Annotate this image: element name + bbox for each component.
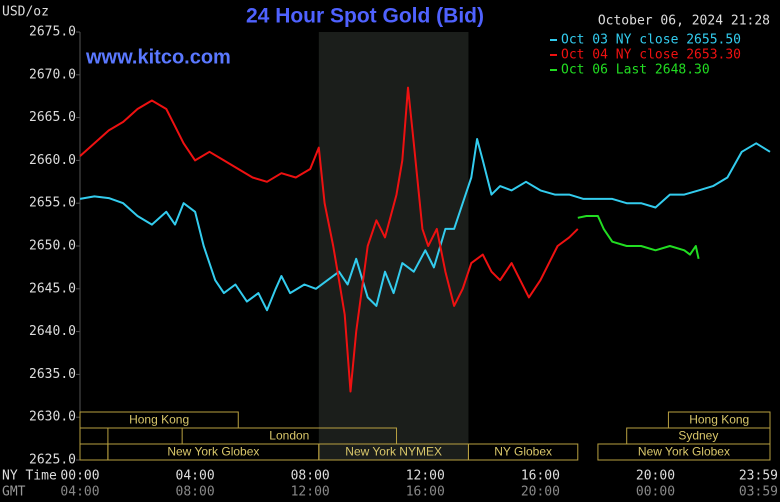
session-box: [467, 443, 579, 461]
session-label: Sydney: [678, 429, 718, 443]
legend-entry: Oct 03 NY close 2655.50: [561, 33, 741, 48]
price-line: [79, 138, 771, 312]
y-tick-label: 2655.0: [29, 196, 76, 211]
y-tick-label: 2650.0: [29, 239, 76, 254]
x2-tick-label: 00:00: [636, 485, 675, 500]
y-tick-label: 2645.0: [29, 281, 76, 296]
shade-layer: [318, 32, 469, 460]
session-box: [79, 411, 239, 429]
x-tick-label: 12:00: [406, 469, 445, 484]
x-tick-label: 00:00: [60, 469, 99, 484]
y-tick-label: 2625.0: [29, 453, 76, 468]
shaded-region: [318, 32, 469, 460]
legend-entry: Oct 04 NY close 2653.30: [561, 48, 741, 63]
x2-tick-label: 04:00: [60, 485, 99, 500]
session-label: New York NYMEX: [345, 445, 442, 459]
x-tick-label: 16:00: [521, 469, 560, 484]
session-box: [597, 443, 771, 461]
date: October 06, 2024 21:28: [598, 14, 770, 29]
price-line: [79, 86, 579, 393]
session-label: New York Globex: [638, 445, 730, 459]
x-tick-label: 23:59: [739, 469, 778, 484]
session-label: Hong Kong: [129, 413, 189, 427]
y-tick-label: 2670.0: [29, 67, 76, 82]
legend-entry: Oct 06 Last 2648.30: [561, 63, 710, 78]
x2-tick-label: 12:00: [291, 485, 330, 500]
session-label: NY Globex: [494, 445, 552, 459]
y-tick-label: 2665.0: [29, 110, 76, 125]
website: www.kitco.com: [85, 46, 231, 68]
chart-title: 24 Hour Spot Gold (Bid): [246, 5, 484, 28]
x-tick-label: 20:00: [636, 469, 675, 484]
y-tick-label: 2640.0: [29, 324, 76, 339]
x-tick-label: 08:00: [291, 469, 330, 484]
x2-tick-label: 16:00: [406, 485, 445, 500]
price-line: [577, 215, 700, 260]
session-label: London: [269, 429, 309, 443]
x-tick-label: 04:00: [176, 469, 215, 484]
x-label: NY Time: [2, 469, 57, 484]
y-tick-label: 2675.0: [29, 25, 76, 40]
x2-label: GMT: [2, 485, 26, 500]
y-label: USD/oz: [2, 5, 49, 20]
session-label: Hong Kong: [689, 413, 749, 427]
x2-tick-label: 08:00: [176, 485, 215, 500]
y-tick-label: 2660.0: [29, 153, 76, 168]
session-label: New York Globex: [167, 445, 259, 459]
y-tick-label: 2635.0: [29, 367, 76, 382]
x2-tick-label: 03:59: [739, 485, 778, 500]
y-tick-label: 2630.0: [29, 410, 76, 425]
x2-tick-label: 20:00: [521, 485, 560, 500]
